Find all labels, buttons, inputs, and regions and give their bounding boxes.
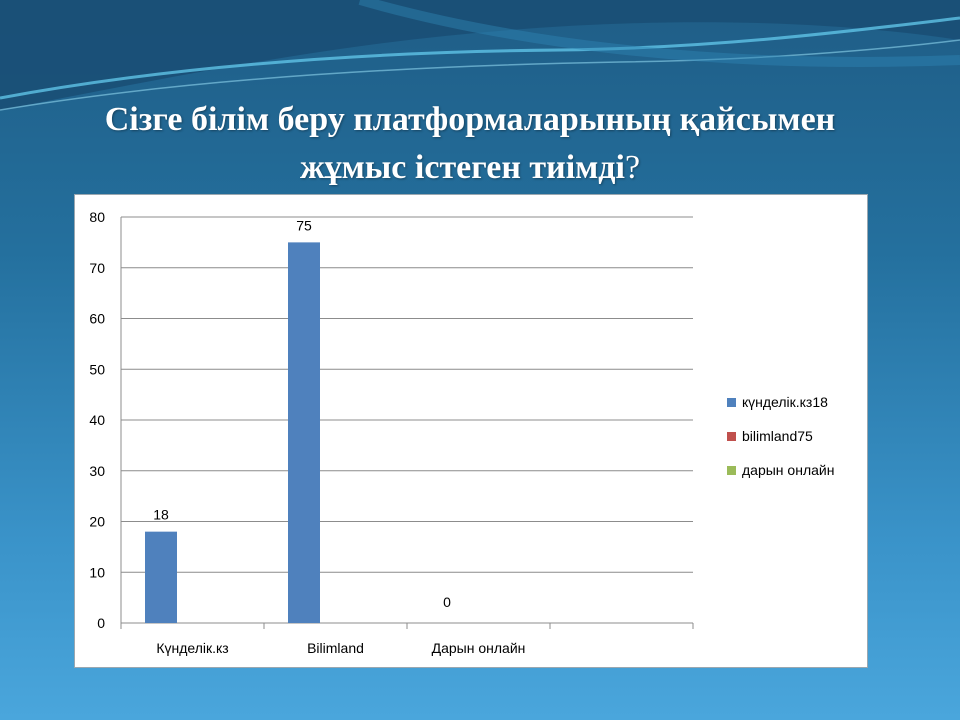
slide-title: Сізге білім беру платформаларының қайсым… xyxy=(60,96,880,192)
category-label: Дарын онлайн xyxy=(432,640,526,656)
bar xyxy=(288,242,320,623)
legend-swatch xyxy=(727,431,736,441)
y-tick-label: 50 xyxy=(89,361,105,377)
y-tick-label: 70 xyxy=(89,260,105,276)
slide-title-question-mark: ? xyxy=(624,149,641,186)
bar-chart: 0 10 20 30 40 50 60 70 80 18 Күнделік.кз 75 Bilimlan… xyxy=(89,209,694,656)
data-label: 18 xyxy=(153,507,169,523)
legend-label: bilimland75 xyxy=(742,428,813,444)
y-tick-label: 30 xyxy=(89,463,105,479)
data-label: 0 xyxy=(443,594,451,610)
y-tick-label: 60 xyxy=(89,311,105,327)
chart-panel: 0 10 20 30 40 50 60 70 80 18 Күнделік.кз 75 Bilimlan… xyxy=(74,194,868,668)
legend-item: bilimland75 xyxy=(727,419,834,453)
legend-item: дарын онлайн xyxy=(727,453,834,487)
slide-title-text: Сізге білім беру платформаларының қайсым… xyxy=(104,101,836,186)
chart-legend: күнделік.кз18 bilimland75 дарын онлайн xyxy=(727,385,834,487)
y-tick-label: 10 xyxy=(89,564,105,580)
background-waves xyxy=(0,0,960,111)
bar xyxy=(145,531,177,623)
category-label: Күнделік.кз xyxy=(156,640,228,656)
legend-swatch xyxy=(727,465,736,475)
legend-label: күнделік.кз18 xyxy=(742,394,828,410)
category-label: Bilimland xyxy=(307,640,364,656)
y-tick-label: 0 xyxy=(97,615,105,631)
data-label: 75 xyxy=(296,217,312,233)
legend-swatch xyxy=(727,397,736,407)
y-tick-label: 80 xyxy=(89,209,105,225)
legend-item: күнделік.кз18 xyxy=(727,385,834,419)
y-tick-label: 20 xyxy=(89,514,105,530)
y-tick-label: 40 xyxy=(89,412,105,428)
legend-label: дарын онлайн xyxy=(742,462,835,478)
